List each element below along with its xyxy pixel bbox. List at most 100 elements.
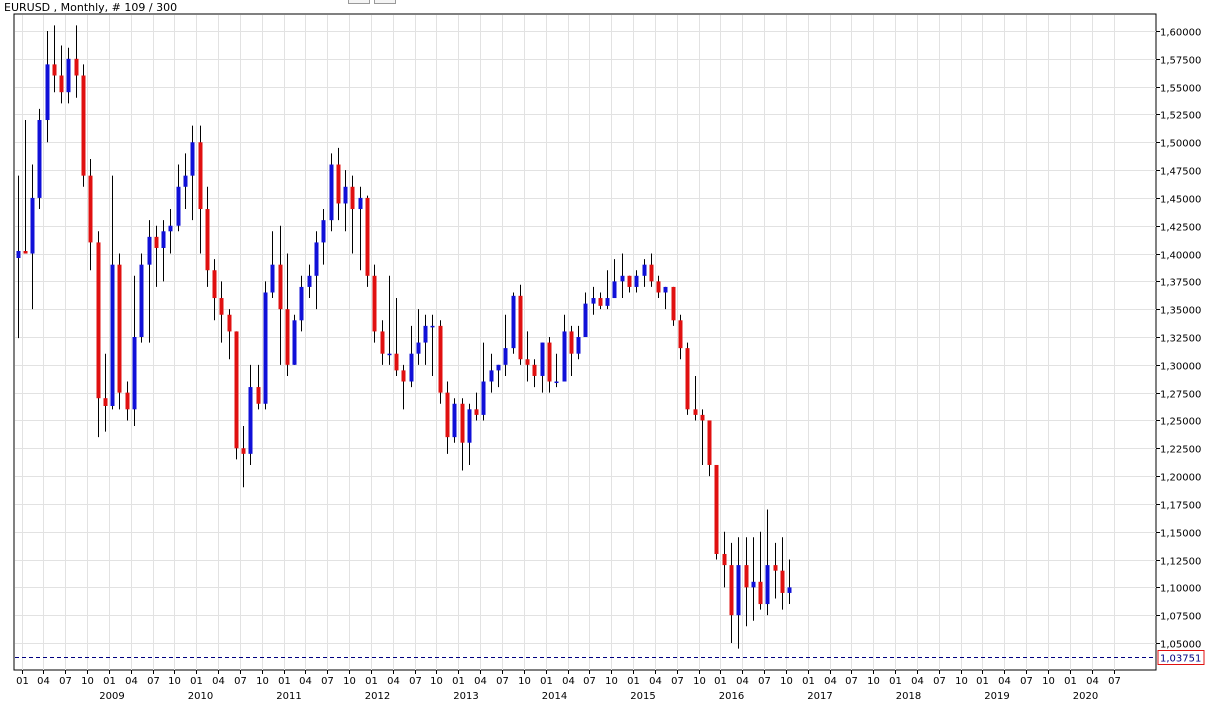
candle-body[interactable] [678,320,683,349]
candle-body[interactable] [685,348,690,410]
candle-body[interactable] [758,581,763,605]
candle-body[interactable] [285,309,290,365]
candle-body[interactable] [751,581,756,588]
candle-body[interactable] [518,295,523,360]
candle-body[interactable] [117,264,122,393]
candle-body[interactable] [321,220,326,243]
candle-body[interactable] [314,242,319,276]
candle-body[interactable] [627,275,632,287]
candle-body[interactable] [387,353,392,356]
candle-body[interactable] [248,387,253,454]
candle-body[interactable] [329,164,334,221]
candle-body[interactable] [612,281,617,299]
candle-body[interactable] [139,264,144,337]
control-box-left[interactable] [348,0,370,4]
candle-body[interactable] [663,286,668,293]
candle-body[interactable] [598,298,603,306]
candle-body[interactable] [765,565,770,605]
candle-body[interactable] [125,392,130,410]
candle-body[interactable] [605,298,610,306]
candle-body[interactable] [176,186,181,226]
candle-body[interactable] [423,325,428,343]
candle-body[interactable] [416,342,421,354]
candle-body[interactable] [168,225,173,232]
candle-body[interactable] [460,403,465,443]
candle-body[interactable] [132,337,137,410]
candle-body[interactable] [372,275,377,332]
candle-body[interactable] [474,409,479,415]
candle-body[interactable] [634,275,639,287]
candle-body[interactable] [88,175,93,243]
candle-body[interactable] [452,403,457,438]
candle-body[interactable] [52,64,57,76]
candle-body[interactable] [642,264,647,276]
candle-body[interactable] [736,565,741,616]
candle-body[interactable] [540,342,545,376]
candle-body[interactable] [481,381,486,415]
candle-body[interactable] [656,281,661,293]
candle-body[interactable] [227,314,232,332]
candle-body[interactable] [358,197,363,210]
candle-body[interactable] [503,348,508,365]
candle-body[interactable] [74,58,79,76]
candle-body[interactable] [489,370,494,382]
candle-body[interactable] [700,414,705,421]
candle-body[interactable] [205,209,210,271]
candle-body[interactable] [467,409,472,443]
candle-body[interactable] [190,142,195,176]
candle-body[interactable] [336,164,341,204]
candle-body[interactable] [671,286,676,321]
candle-body[interactable] [707,420,712,465]
candle-body[interactable] [576,337,581,354]
candle-body[interactable] [649,264,654,282]
candle-body[interactable] [81,75,86,176]
candle-body[interactable] [37,120,42,198]
candle-body[interactable] [110,264,115,406]
candle-body[interactable] [212,270,217,299]
candle-body[interactable] [445,392,450,438]
candle-body[interactable] [744,565,749,588]
candle-body[interactable] [270,264,275,293]
candle-body[interactable] [430,325,435,328]
candle-body[interactable] [583,303,588,337]
candle-body[interactable] [219,298,224,315]
candle-body[interactable] [554,381,559,384]
control-box-right[interactable] [374,0,396,4]
candle-body[interactable] [401,370,406,382]
candle-body[interactable] [23,250,28,254]
candle-body[interactable] [511,295,516,349]
candle-body[interactable] [66,58,71,93]
candle-body[interactable] [161,231,166,248]
candle-body[interactable] [263,292,268,404]
candle-body[interactable] [292,320,297,365]
candle-body[interactable] [773,565,778,571]
candle-body[interactable] [103,398,108,406]
candle-body[interactable] [409,353,414,382]
candle-body[interactable] [96,242,101,399]
candle-body[interactable] [365,197,370,276]
candle-body[interactable] [569,331,574,354]
candle-body[interactable] [380,331,385,354]
candle-body[interactable] [780,570,785,593]
candle-body[interactable] [278,264,283,310]
candle-body[interactable] [714,464,719,554]
candle-body[interactable] [525,359,530,365]
candle-body[interactable] [350,186,355,210]
candle-body[interactable] [147,236,152,265]
candle-body[interactable] [299,286,304,321]
candle-body[interactable] [198,142,203,210]
candle-body[interactable] [59,75,64,93]
candle-body[interactable] [234,331,239,449]
candle-body[interactable] [547,342,552,382]
candle-body[interactable] [496,364,501,371]
candle-body[interactable] [591,298,596,304]
candle-body[interactable] [343,186,348,204]
candle-body[interactable] [438,325,443,393]
candle-body[interactable] [562,331,567,382]
candle-body[interactable] [45,64,50,121]
candle-body[interactable] [532,364,537,376]
candle-body[interactable] [16,250,21,258]
candle-body[interactable] [729,565,734,616]
candle-body[interactable] [693,409,698,415]
